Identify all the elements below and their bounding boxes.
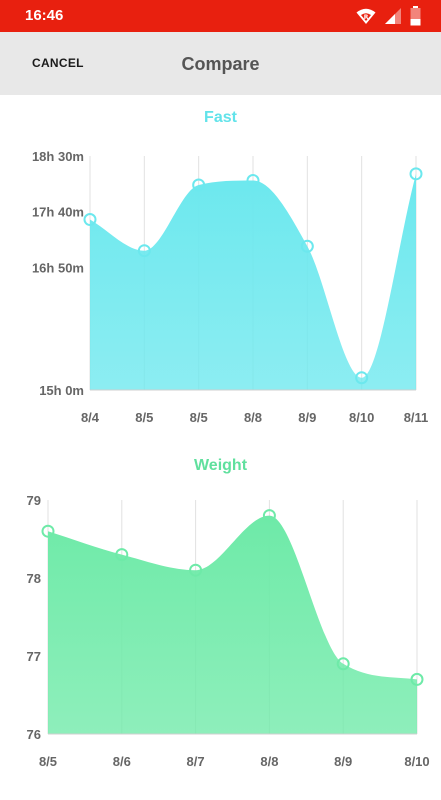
weight-y-tick-label: 78 xyxy=(27,571,41,586)
weight-x-tick-label: 8/5 xyxy=(39,754,57,769)
weight-y-tick-label: 77 xyxy=(27,649,41,664)
weight-point xyxy=(115,548,129,562)
fast-x-tick-label: 8/5 xyxy=(190,410,208,425)
fast-point xyxy=(137,244,151,258)
fast-x-tick-label: 8/10 xyxy=(349,410,374,425)
fast-y-tick-label: 18h 30m xyxy=(32,149,84,164)
fast-x-tick-label: 8/9 xyxy=(298,410,316,425)
fast-point xyxy=(355,371,369,385)
fast-x-tick-label: 8/8 xyxy=(244,410,262,425)
status-time: 16:46 xyxy=(25,7,64,24)
fast-x-tick-label: 8/11 xyxy=(404,410,429,425)
fast-point xyxy=(246,174,260,188)
weight-x-tick-label: 8/8 xyxy=(260,754,278,769)
fast-x-tick-label: 8/5 xyxy=(135,410,153,425)
fast-chart: 15h 0m 16h 50m 17h 40m 18h 30m 8/4 8/5 8/5 8/8 8… xyxy=(32,149,429,425)
screen-title: Compare xyxy=(181,54,260,74)
cancel-button[interactable]: CANCEL xyxy=(32,56,84,70)
fast-area xyxy=(90,173,416,390)
weight-point xyxy=(41,524,55,538)
app-bar: CANCEL Compare xyxy=(0,32,441,95)
battery-icon xyxy=(410,6,421,26)
fast-x-tick-label: 8/4 xyxy=(81,410,100,425)
weight-x-tick-label: 8/7 xyxy=(187,754,205,769)
fast-y-tick-label: 15h 0m xyxy=(39,383,84,398)
weight-point xyxy=(410,672,424,686)
status-icons: R xyxy=(356,5,421,27)
weight-x-tick-label: 8/9 xyxy=(334,754,352,769)
signal-icon xyxy=(385,8,401,24)
weight-x-tick-label: 8/10 xyxy=(404,754,429,769)
fast-point xyxy=(83,213,97,227)
weight-point xyxy=(336,657,350,671)
weight-x-tick-label: 8/6 xyxy=(113,754,131,769)
weight-chart: 76 77 78 79 8/5 8/6 8/7 8/8 8/9 8/10 xyxy=(27,493,430,769)
weight-point xyxy=(189,563,203,577)
weight-y-tick-label: 79 xyxy=(27,493,41,508)
weight-area xyxy=(48,515,417,734)
fast-point xyxy=(300,239,314,253)
weight-chart-title: Weight xyxy=(193,457,248,474)
wifi-icon: R xyxy=(356,8,376,24)
svg-text:R: R xyxy=(364,14,369,21)
fast-y-tick-label: 17h 40m xyxy=(32,205,84,220)
fast-point xyxy=(409,167,423,181)
fast-y-tick-label: 16h 50m xyxy=(32,260,84,275)
weight-point xyxy=(262,509,276,523)
fast-chart-title: Fast xyxy=(204,109,237,126)
status-bar: 16:46 R xyxy=(0,0,441,32)
weight-y-tick-label: 76 xyxy=(27,727,41,742)
fast-point xyxy=(192,178,206,192)
